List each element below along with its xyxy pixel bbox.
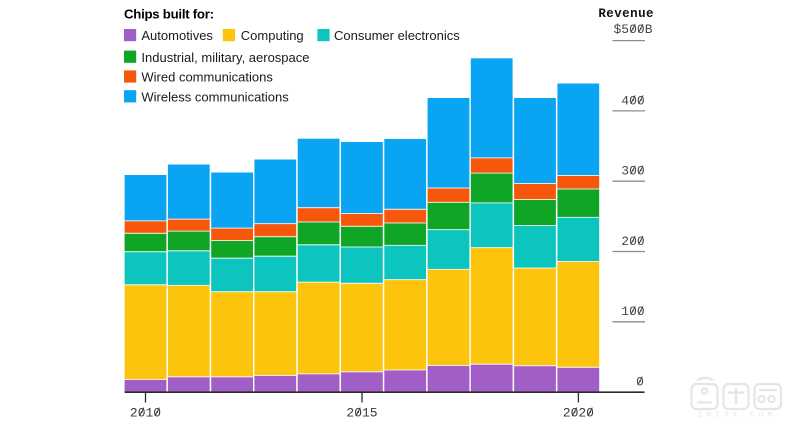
svg-text:200: 200 — [621, 234, 644, 249]
svg-text:100: 100 — [621, 304, 644, 319]
svg-text:Chips built for:: Chips built for: — [124, 6, 214, 21]
svg-text:Industrial, military, aerospac: Industrial, military, aerospace — [141, 50, 309, 65]
svg-text:300: 300 — [621, 164, 644, 179]
svg-text:Consumer electronics: Consumer electronics — [334, 28, 460, 43]
svg-text:Wireless communications: Wireless communications — [141, 89, 289, 104]
svg-text:0: 0 — [636, 375, 644, 390]
svg-text:Wired communications: Wired communications — [141, 70, 273, 85]
svg-text:Computing: Computing — [241, 28, 304, 43]
svg-text:2010: 2010 — [130, 406, 161, 421]
svg-text:ZHIDX.COM: ZHIDX.COM — [698, 412, 776, 420]
svg-text:400: 400 — [621, 93, 644, 108]
svg-text:2020: 2020 — [563, 406, 594, 421]
svg-text:Automotives: Automotives — [141, 28, 213, 43]
svg-text:2015: 2015 — [346, 406, 377, 421]
svg-text:Revenue: Revenue — [598, 7, 654, 21]
svg-text:$500B: $500B — [613, 22, 652, 37]
